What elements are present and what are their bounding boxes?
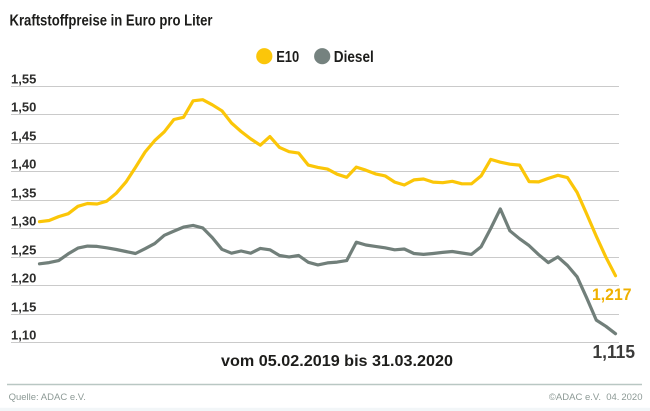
- svg-text:©ADAC e.V. 04. 2020: ©ADAC e.V. 04. 2020: [549, 392, 643, 403]
- svg-text:1,35: 1,35: [11, 186, 36, 201]
- svg-text:1,10: 1,10: [11, 328, 36, 343]
- svg-text:Diesel: Diesel: [334, 49, 374, 66]
- svg-text:1,15: 1,15: [11, 300, 36, 315]
- svg-text:1,40: 1,40: [11, 157, 36, 172]
- svg-text:1,115: 1,115: [593, 342, 636, 362]
- svg-text:1,45: 1,45: [11, 129, 36, 144]
- svg-text:1,217: 1,217: [592, 286, 632, 304]
- svg-text:1,25: 1,25: [11, 243, 36, 258]
- svg-text:E10: E10: [276, 49, 299, 66]
- svg-text:Kraftstoffpreise in Euro pro L: Kraftstoffpreise in Euro pro Liter: [10, 12, 213, 29]
- svg-text:1,30: 1,30: [11, 214, 36, 229]
- svg-text:1,50: 1,50: [11, 100, 36, 115]
- svg-text:1,20: 1,20: [11, 271, 36, 286]
- svg-text:vom 05.02.2019 bis 31.03.2020: vom 05.02.2019 bis 31.03.2020: [221, 353, 453, 370]
- svg-text:Quelle: ADAC e.V.: Quelle: ADAC e.V.: [9, 392, 86, 403]
- svg-text:1,55: 1,55: [11, 72, 36, 87]
